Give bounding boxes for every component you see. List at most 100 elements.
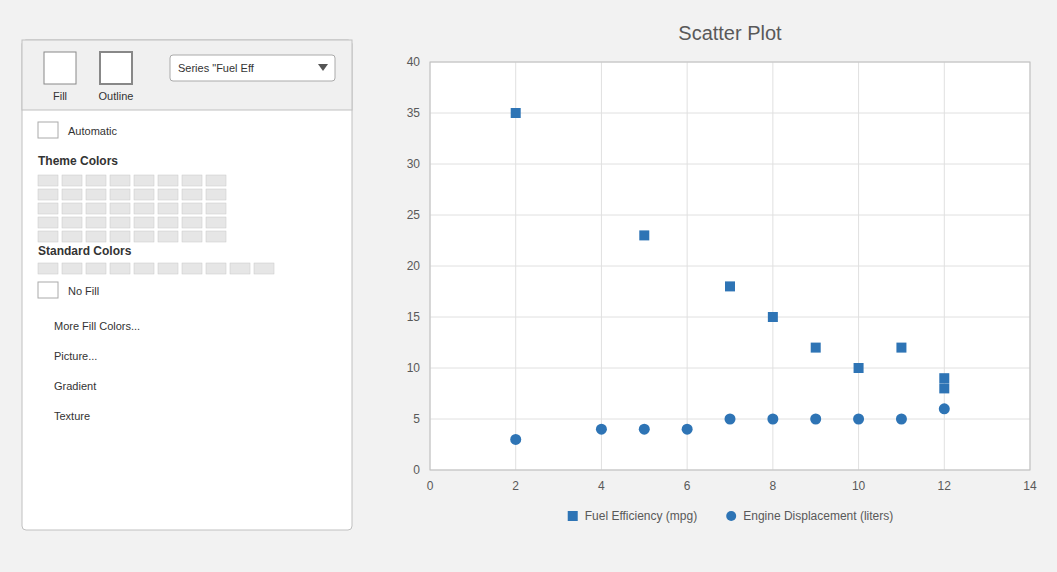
dialog-text: Theme Colors bbox=[38, 154, 118, 168]
swatch bbox=[206, 175, 226, 186]
fill-icon bbox=[44, 52, 76, 84]
swatch bbox=[134, 203, 154, 214]
automatic-box bbox=[38, 122, 58, 138]
dialog-text: More Fill Colors... bbox=[54, 320, 140, 332]
x-tick-label: 6 bbox=[684, 479, 691, 493]
swatch bbox=[86, 217, 106, 228]
legend: Fuel Efficiency (mpg) Engine Displacement… bbox=[568, 509, 894, 523]
scatter-point bbox=[682, 424, 693, 435]
y-grid-line bbox=[430, 215, 1030, 216]
swatch bbox=[158, 231, 178, 242]
swatch bbox=[206, 203, 226, 214]
scatter-point bbox=[725, 414, 736, 425]
series-selector[interactable] bbox=[170, 55, 335, 81]
swatch bbox=[86, 189, 106, 200]
legend-item: Engine Displacement (liters) bbox=[726, 509, 893, 523]
dialog-text: Gradient bbox=[54, 380, 96, 392]
data-points bbox=[510, 108, 950, 445]
swatch bbox=[38, 203, 58, 214]
x-tick-label: 12 bbox=[938, 479, 952, 493]
y-tick-label: 20 bbox=[407, 259, 421, 273]
scatter-point bbox=[896, 343, 906, 353]
swatch bbox=[110, 189, 130, 200]
swatch bbox=[182, 231, 202, 242]
scatter-point bbox=[853, 414, 864, 425]
x-tick-label: 0 bbox=[427, 479, 434, 493]
background bbox=[0, 0, 1057, 572]
y-tick-label: 5 bbox=[413, 412, 420, 426]
scatter-point bbox=[639, 424, 650, 435]
chart-title: Scatter Plot bbox=[678, 22, 782, 44]
scatter-point bbox=[939, 373, 949, 383]
swatch bbox=[86, 263, 106, 274]
swatch bbox=[110, 263, 130, 274]
swatch bbox=[134, 175, 154, 186]
swatch bbox=[134, 263, 154, 274]
x-tick-label: 10 bbox=[852, 479, 866, 493]
chart-root: FillOutlineSeries "Fuel EffAutomaticThem… bbox=[0, 0, 1057, 572]
no-fill-box bbox=[38, 282, 58, 298]
plot-frame bbox=[430, 62, 1030, 470]
swatch bbox=[86, 175, 106, 186]
y-grid-line bbox=[430, 317, 1030, 318]
scatter-point bbox=[768, 312, 778, 322]
scatter-point bbox=[939, 403, 950, 414]
dialog-text: Series "Fuel Eff bbox=[178, 62, 255, 74]
dialog-box bbox=[22, 40, 352, 530]
legend-marker bbox=[568, 511, 578, 521]
legend-label: Engine Displacement (liters) bbox=[743, 509, 893, 523]
scatter-point bbox=[811, 343, 821, 353]
swatch bbox=[182, 203, 202, 214]
swatch bbox=[182, 263, 202, 274]
legend-marker bbox=[726, 511, 736, 521]
legend-label: Fuel Efficiency (mpg) bbox=[585, 509, 697, 523]
dialog-text: Picture... bbox=[54, 350, 97, 362]
y-grid-line bbox=[430, 368, 1030, 369]
swatch bbox=[206, 189, 226, 200]
grid bbox=[430, 62, 1030, 470]
swatch bbox=[38, 263, 58, 274]
scatter-point bbox=[511, 108, 521, 118]
dialog-text: Automatic bbox=[68, 125, 117, 137]
x-tick-label: 8 bbox=[770, 479, 777, 493]
x-tick-label: 2 bbox=[512, 479, 519, 493]
swatch bbox=[62, 189, 82, 200]
swatch bbox=[110, 175, 130, 186]
swatch bbox=[110, 203, 130, 214]
x-tick-label: 14 bbox=[1023, 479, 1037, 493]
swatch bbox=[206, 263, 226, 274]
y-tick-label: 35 bbox=[407, 106, 421, 120]
swatch bbox=[182, 175, 202, 186]
swatch bbox=[38, 231, 58, 242]
y-tick-label: 25 bbox=[407, 208, 421, 222]
swatch bbox=[38, 175, 58, 186]
scatter-point bbox=[939, 383, 949, 393]
swatch bbox=[134, 189, 154, 200]
dialog-text: No Fill bbox=[68, 285, 99, 297]
swatch bbox=[206, 231, 226, 242]
swatch bbox=[158, 203, 178, 214]
swatch bbox=[62, 217, 82, 228]
swatch bbox=[206, 217, 226, 228]
swatch bbox=[182, 217, 202, 228]
y-tick-label: 40 bbox=[407, 55, 421, 69]
dialog-text: Texture bbox=[54, 410, 90, 422]
y-tick-label: 0 bbox=[413, 463, 420, 477]
swatch bbox=[38, 189, 58, 200]
swatch bbox=[158, 263, 178, 274]
series bbox=[511, 108, 950, 393]
scatter-point bbox=[810, 414, 821, 425]
swatch bbox=[134, 231, 154, 242]
dialog-text: Standard Colors bbox=[38, 244, 132, 258]
scatter-point bbox=[725, 281, 735, 291]
y-grid-line bbox=[430, 164, 1030, 165]
swatch bbox=[62, 203, 82, 214]
swatch bbox=[158, 189, 178, 200]
outline-icon bbox=[100, 52, 132, 84]
scatter-point bbox=[510, 434, 521, 445]
scatter-point bbox=[854, 363, 864, 373]
scatter-point bbox=[767, 414, 778, 425]
swatch bbox=[254, 263, 274, 274]
plot-area bbox=[430, 62, 1030, 470]
legend-item: Fuel Efficiency (mpg) bbox=[568, 509, 697, 523]
